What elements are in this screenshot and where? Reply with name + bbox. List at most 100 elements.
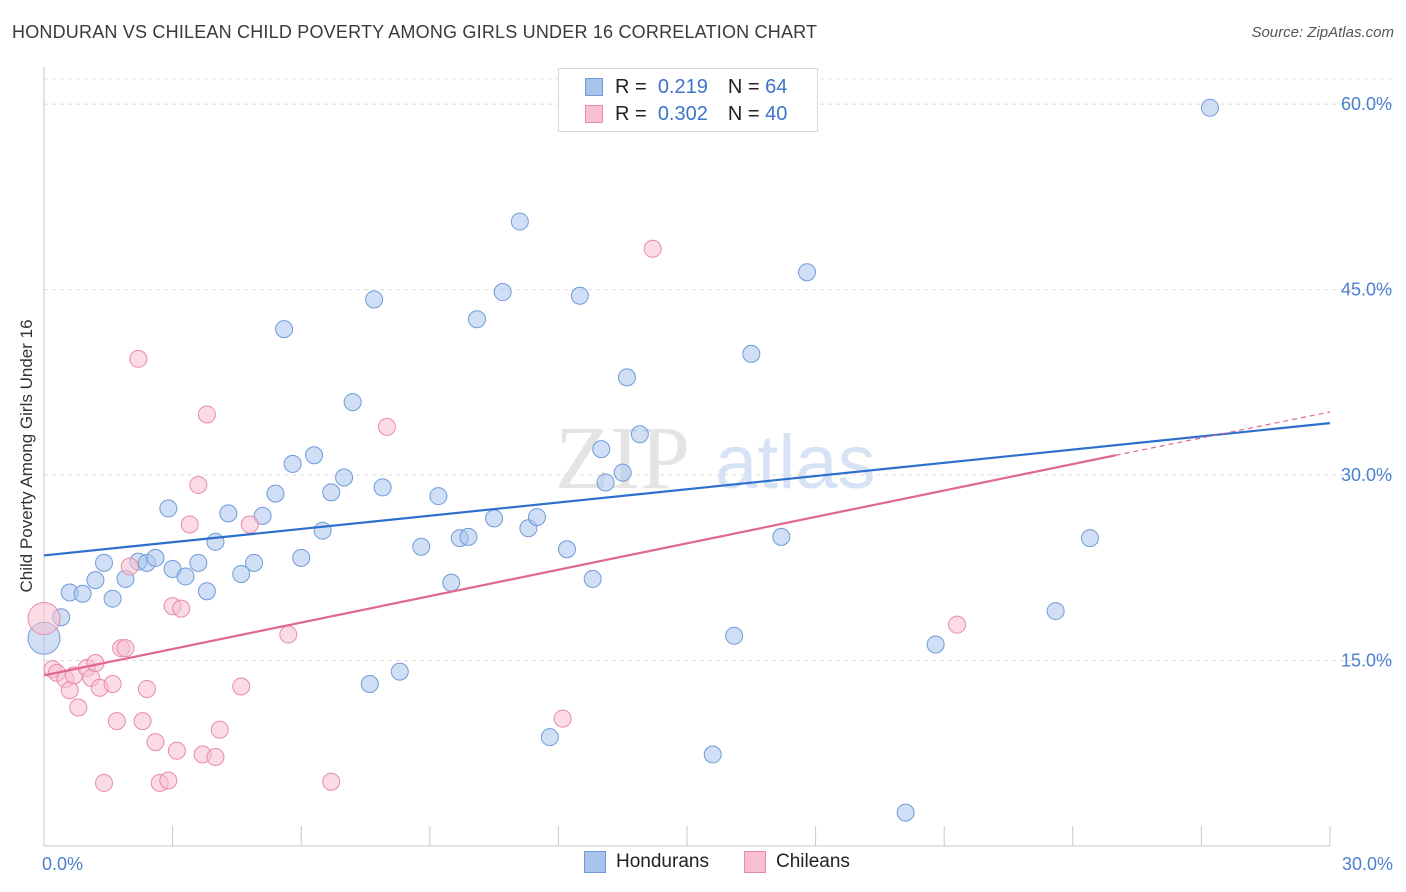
honduran-point[interactable] [365, 290, 384, 309]
honduran-point[interactable] [159, 499, 178, 518]
watermark: ZIP atlas [555, 409, 876, 508]
honduran-point[interactable] [343, 393, 362, 412]
honduran-point[interactable] [798, 263, 817, 282]
legend-swatch-chileans [585, 105, 603, 123]
honduran-point[interactable] [1080, 529, 1099, 548]
honduran-point[interactable] [596, 473, 615, 492]
chilean-point[interactable] [107, 712, 126, 731]
source-credit: Source: ZipAtlas.com [1251, 24, 1394, 41]
legend-n-value: 40 [765, 102, 788, 125]
honduran-point[interactable] [206, 532, 225, 551]
honduran-point[interactable] [926, 635, 945, 654]
honduran-point[interactable] [742, 344, 761, 363]
chilean-point[interactable] [180, 515, 199, 534]
chilean-trend-extension [1115, 411, 1331, 456]
honduran-point[interactable] [557, 540, 576, 559]
honduran-point[interactable] [219, 504, 238, 523]
honduran-point[interactable] [390, 662, 409, 681]
watermark-zip: ZIP [555, 409, 690, 508]
honduran-point[interactable] [570, 286, 589, 305]
honduran-point[interactable] [266, 484, 285, 503]
chilean-point[interactable] [279, 625, 298, 644]
honduran-point[interactable] [95, 553, 114, 572]
chilean-point[interactable] [27, 601, 61, 635]
chilean-trend-line [43, 454, 1116, 677]
chilean-point[interactable] [167, 741, 186, 760]
honduran-point[interactable] [305, 446, 324, 465]
chilean-point[interactable] [69, 698, 88, 717]
honduran-point[interactable] [467, 310, 486, 329]
legend-n-label: N = [727, 102, 760, 125]
honduran-point[interactable] [630, 425, 649, 444]
honduran-point[interactable] [253, 506, 272, 525]
honduran-point[interactable] [73, 584, 92, 603]
honduran-point[interactable] [86, 571, 105, 590]
chilean-point[interactable] [159, 771, 178, 790]
honduran-point[interactable] [232, 564, 251, 583]
honduran-point[interactable] [527, 508, 546, 527]
honduran-point[interactable] [292, 548, 311, 567]
honduran-point[interactable] [360, 675, 379, 694]
honduran-point[interactable] [103, 589, 122, 608]
legend-swatch-hondurans [585, 78, 603, 96]
honduran-point[interactable] [540, 728, 559, 747]
legend-label-chileans: Chileans [776, 851, 850, 872]
chilean-point[interactable] [322, 772, 341, 791]
legend-item-chileans[interactable]: Chileans [744, 851, 850, 873]
honduran-point[interactable] [283, 454, 302, 473]
chilean-point[interactable] [120, 557, 139, 576]
chilean-point[interactable] [116, 639, 135, 658]
legend-n-value: 64 [765, 75, 788, 98]
honduran-point[interactable] [146, 548, 165, 567]
honduran-point[interactable] [510, 212, 529, 231]
honduran-point[interactable] [703, 745, 722, 764]
honduran-point[interactable] [583, 569, 602, 588]
chilean-point[interactable] [553, 709, 572, 728]
chilean-point[interactable] [172, 599, 191, 618]
chilean-point[interactable] [60, 681, 79, 700]
honduran-point[interactable] [617, 368, 636, 387]
honduran-point[interactable] [275, 320, 294, 339]
tick-labels: 15.0% 30.0% 45.0% 60.0% 0.0% 30.0% [42, 94, 1393, 874]
honduran-point[interactable] [896, 803, 915, 822]
chilean-point[interactable] [377, 417, 396, 436]
honduran-point[interactable] [189, 553, 208, 572]
chilean-point[interactable] [129, 349, 148, 368]
chilean-point[interactable] [210, 720, 229, 739]
legend-item-hondurans[interactable]: Hondurans [584, 851, 709, 873]
honduran-point[interactable] [592, 440, 611, 459]
chilean-point[interactable] [103, 675, 122, 694]
honduran-point[interactable] [1046, 602, 1065, 621]
honduran-point[interactable] [429, 487, 448, 506]
honduran-point[interactable] [322, 483, 341, 502]
chilean-point[interactable] [197, 405, 216, 424]
honduran-point[interactable] [1200, 98, 1219, 117]
chilean-point[interactable] [232, 677, 251, 696]
legend-swatch-hondurans [584, 851, 606, 873]
chilean-point[interactable] [189, 475, 208, 494]
chilean-point[interactable] [95, 773, 114, 792]
honduran-point[interactable] [459, 527, 478, 546]
honduran-point[interactable] [197, 582, 216, 601]
honduran-point[interactable] [493, 283, 512, 302]
y-axis-label: Child Poverty Among Girls Under 16 [17, 319, 36, 592]
chilean-point[interactable] [206, 747, 225, 766]
honduran-point[interactable] [725, 626, 744, 645]
chilean-point[interactable] [137, 679, 156, 698]
honduran-point[interactable] [613, 463, 632, 482]
honduran-point[interactable] [335, 468, 354, 487]
honduran-point[interactable] [373, 478, 392, 497]
honduran-point[interactable] [772, 527, 791, 546]
honduran-point[interactable] [485, 509, 504, 528]
chilean-point[interactable] [146, 733, 165, 752]
chilean-point[interactable] [948, 615, 967, 634]
chilean-point[interactable] [133, 712, 152, 731]
chilean-point[interactable] [643, 239, 662, 258]
chilean-point[interactable] [240, 515, 259, 534]
honduran-point[interactable] [313, 521, 332, 540]
honduran-point[interactable] [245, 553, 264, 572]
honduran-point[interactable] [442, 573, 461, 592]
honduran-point[interactable] [412, 537, 431, 556]
y-tick-label: 15.0% [1341, 651, 1392, 671]
honduran-point[interactable] [176, 567, 195, 586]
